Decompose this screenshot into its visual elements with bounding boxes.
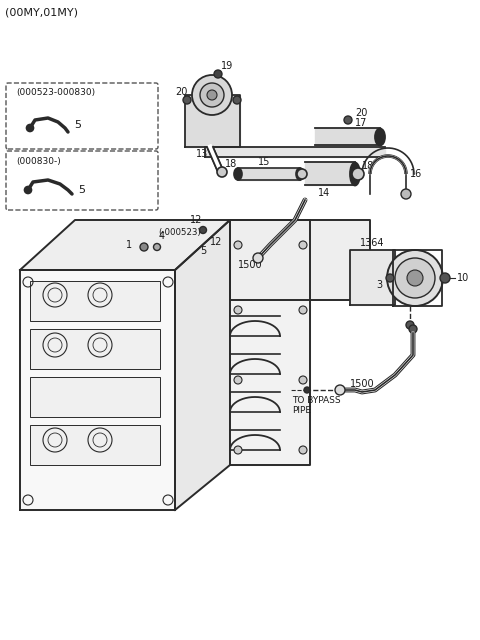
Text: TO BYPASS
PIPE: TO BYPASS PIPE xyxy=(292,396,341,415)
Text: 5: 5 xyxy=(200,246,206,256)
FancyBboxPatch shape xyxy=(6,151,158,210)
Text: (000523-000830): (000523-000830) xyxy=(16,88,95,97)
Text: 18: 18 xyxy=(225,159,237,169)
Text: 16: 16 xyxy=(410,169,422,179)
Ellipse shape xyxy=(234,168,242,180)
Polygon shape xyxy=(350,250,395,305)
Circle shape xyxy=(234,241,242,249)
Circle shape xyxy=(214,70,222,78)
Circle shape xyxy=(192,75,232,115)
Text: 12: 12 xyxy=(210,237,222,247)
Circle shape xyxy=(352,168,364,180)
FancyBboxPatch shape xyxy=(6,83,158,149)
Text: 1364: 1364 xyxy=(360,238,384,248)
Circle shape xyxy=(401,189,411,199)
Bar xyxy=(30,329,160,369)
Polygon shape xyxy=(305,162,355,185)
Text: 15: 15 xyxy=(258,157,270,167)
Polygon shape xyxy=(238,168,300,180)
Polygon shape xyxy=(20,270,175,510)
Circle shape xyxy=(335,385,345,395)
Circle shape xyxy=(234,376,242,384)
Polygon shape xyxy=(185,95,240,147)
Circle shape xyxy=(253,253,263,263)
Circle shape xyxy=(344,116,352,124)
Text: 3: 3 xyxy=(376,280,382,290)
Circle shape xyxy=(200,227,206,234)
Polygon shape xyxy=(315,128,380,145)
Circle shape xyxy=(409,325,417,333)
Text: 17: 17 xyxy=(355,118,367,128)
Text: 20: 20 xyxy=(355,108,367,118)
Circle shape xyxy=(406,321,414,329)
Ellipse shape xyxy=(296,168,304,180)
Ellipse shape xyxy=(375,129,385,145)
Text: 13: 13 xyxy=(196,149,208,159)
Circle shape xyxy=(200,83,224,107)
Circle shape xyxy=(299,376,307,384)
Circle shape xyxy=(24,186,32,193)
Text: (-000523): (-000523) xyxy=(158,227,201,237)
Circle shape xyxy=(26,125,34,131)
Polygon shape xyxy=(230,220,370,300)
Bar xyxy=(30,425,160,465)
Circle shape xyxy=(183,96,191,104)
Text: 14: 14 xyxy=(318,188,330,198)
Circle shape xyxy=(299,241,307,249)
Circle shape xyxy=(297,169,307,179)
Circle shape xyxy=(304,387,310,393)
Text: 18: 18 xyxy=(306,162,318,172)
Text: 4: 4 xyxy=(159,231,165,241)
Text: (000830-): (000830-) xyxy=(16,157,61,166)
Circle shape xyxy=(395,258,435,298)
Circle shape xyxy=(234,446,242,454)
Text: 5: 5 xyxy=(78,185,85,195)
Polygon shape xyxy=(230,220,310,465)
Text: 10: 10 xyxy=(457,273,469,283)
Circle shape xyxy=(217,167,227,177)
Text: 1500: 1500 xyxy=(350,379,374,389)
Circle shape xyxy=(140,243,148,251)
Bar xyxy=(30,281,160,321)
Circle shape xyxy=(207,90,217,100)
Text: (00MY,01MY): (00MY,01MY) xyxy=(5,7,78,17)
Bar xyxy=(30,377,160,417)
Circle shape xyxy=(407,270,423,286)
Circle shape xyxy=(386,274,394,282)
Text: 19: 19 xyxy=(221,61,233,71)
Circle shape xyxy=(233,96,241,104)
Polygon shape xyxy=(20,220,230,270)
Circle shape xyxy=(299,446,307,454)
Text: 20: 20 xyxy=(175,87,187,97)
Text: 1500: 1500 xyxy=(238,260,263,270)
Circle shape xyxy=(440,273,450,283)
Text: 12: 12 xyxy=(190,215,203,225)
Text: 18: 18 xyxy=(362,161,374,171)
Circle shape xyxy=(299,306,307,314)
Circle shape xyxy=(154,243,160,250)
Polygon shape xyxy=(205,147,385,157)
Circle shape xyxy=(234,306,242,314)
Ellipse shape xyxy=(350,163,360,186)
Text: 5: 5 xyxy=(74,120,81,130)
Circle shape xyxy=(387,250,443,306)
Polygon shape xyxy=(175,220,230,510)
Text: 1: 1 xyxy=(126,240,132,250)
